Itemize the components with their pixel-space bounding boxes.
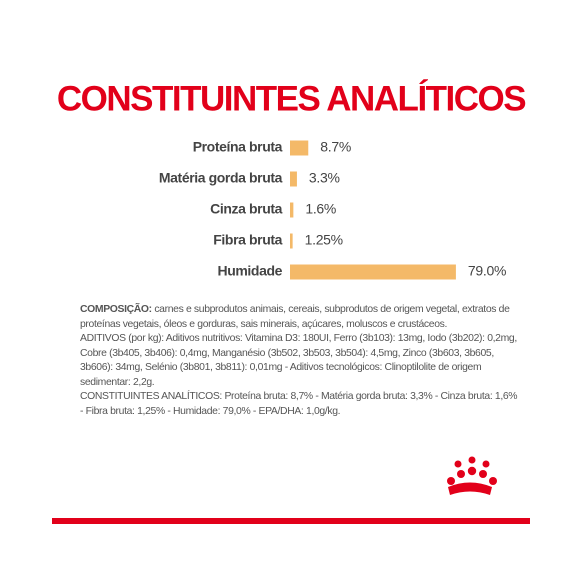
value-label: 1.6% bbox=[305, 201, 336, 217]
bar bbox=[290, 202, 294, 218]
bar bbox=[290, 140, 309, 156]
composition: COMPOSIÇÃO: carnes e subprodutos animais… bbox=[80, 303, 520, 332]
additives: ADITIVOS (por kg): Aditivos nutritivos: … bbox=[80, 333, 517, 388]
composition-body: carnes e subprodutos animais, cereais, s… bbox=[80, 304, 510, 330]
value-label: 3.3% bbox=[309, 170, 340, 186]
bar bbox=[290, 264, 456, 280]
value-label: 8.7% bbox=[320, 139, 351, 155]
bar bbox=[290, 171, 297, 187]
value-label: 79.0% bbox=[468, 263, 506, 279]
composition-text: COMPOSIÇÃO: carnes e subprodutos animais… bbox=[80, 303, 520, 419]
bar bbox=[290, 233, 293, 249]
footer-rule bbox=[52, 518, 530, 524]
category-label: Proteína bruta bbox=[193, 139, 283, 155]
category-label: Cinza bruta bbox=[210, 201, 282, 217]
category-label: Fibra bruta bbox=[213, 232, 282, 248]
chart-title: CONSTITUINTES ANALÍTICOS bbox=[57, 78, 525, 118]
category-label: Humidade bbox=[218, 263, 283, 279]
crown-logo bbox=[447, 456, 497, 495]
composition-label: COMPOSIÇÃO: bbox=[80, 304, 152, 315]
value-label: 1.25% bbox=[305, 232, 343, 248]
analytical: CONSTITUINTES ANALÍTICOS: Proteína bruta… bbox=[80, 391, 518, 417]
category-label: Matéria gorda bruta bbox=[159, 170, 283, 186]
